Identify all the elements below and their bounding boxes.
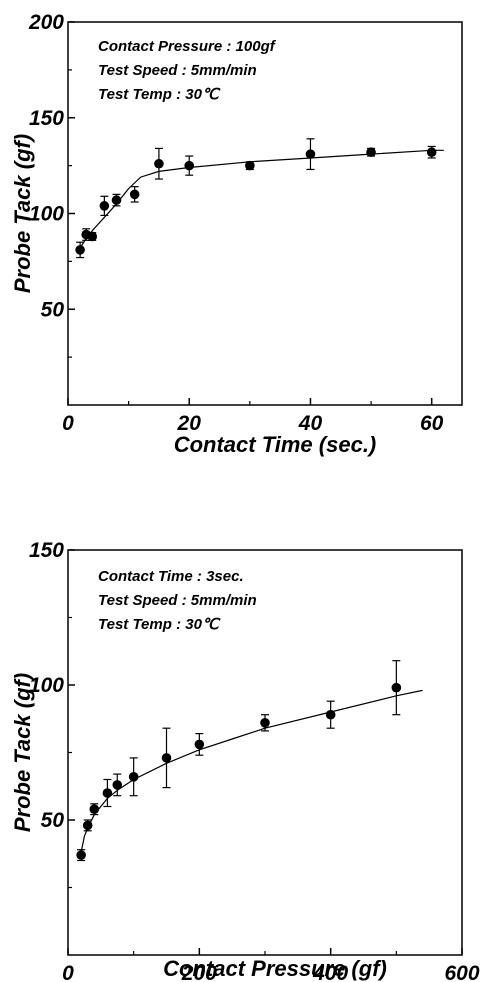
y-tick-label: 200 <box>28 11 64 34</box>
data-point <box>129 189 140 200</box>
annotation-text: Contact Time : 3sec. <box>98 568 244 585</box>
annotation-text: Test Temp : 30℃ <box>98 86 221 103</box>
data-point <box>391 682 402 693</box>
data-point <box>161 753 172 763</box>
data-point <box>111 195 122 205</box>
y-tick-label: 100 <box>29 674 64 697</box>
plot-frame <box>67 21 463 406</box>
fit-curve <box>79 149 444 249</box>
data-point <box>154 158 164 169</box>
x-tick-label: 0 <box>62 412 74 435</box>
y-axis-title: Probe Tack (gf) <box>10 134 35 293</box>
data-point <box>75 245 85 255</box>
chart-contact-pressure: 0 200 400 600 50 100 150 Contact Pressure (gf) P… <box>10 539 480 982</box>
annotation-text: Contact Pressure : 100gf <box>98 38 277 55</box>
data-point <box>245 160 255 171</box>
data-point <box>366 147 376 158</box>
data-point <box>89 804 100 814</box>
annotation-text: Test Speed : 5mm/min <box>98 592 257 609</box>
data-point <box>184 160 195 171</box>
y-tick-label: 150 <box>29 539 64 562</box>
annotation-text: Test Speed : 5mm/min <box>98 62 257 79</box>
y-axis-title: Probe Tack (gf) <box>10 673 35 832</box>
fit-curve <box>80 689 423 853</box>
x-tick-label: 40 <box>298 412 323 435</box>
chart-contact-time: 0 20 40 60 50 100 150 200 Contact Time (sec.) Pro… <box>10 11 463 457</box>
data-point <box>305 149 316 159</box>
data-point <box>82 820 93 831</box>
plot-frame <box>67 549 463 956</box>
x-tick-label: 20 <box>177 412 202 435</box>
data-point <box>325 709 336 720</box>
x-tick-label: 400 <box>312 962 348 982</box>
data-point <box>426 147 437 158</box>
data-point <box>99 201 110 211</box>
y-tick-label: 150 <box>29 107 64 130</box>
data-point <box>112 780 123 790</box>
x-tick-label: 0 <box>62 962 74 982</box>
x-axis-title: Contact Pressure (gf) <box>163 956 387 981</box>
x-tick-label: 600 <box>444 962 479 982</box>
x-tick-label: 60 <box>420 412 444 435</box>
y-tick-label: 50 <box>41 298 65 321</box>
x-axis-title: Contact Time (sec.) <box>174 432 377 457</box>
data-point <box>260 718 270 728</box>
data-point <box>128 772 139 782</box>
data-point <box>194 739 205 750</box>
y-tick-label: 100 <box>29 203 64 226</box>
data-point <box>87 231 98 242</box>
y-tick-label: 50 <box>41 809 65 832</box>
data-point <box>102 788 113 798</box>
x-tick-label: 200 <box>181 962 217 982</box>
annotation-text: Test Temp : 30℃ <box>98 616 221 633</box>
data-point <box>76 850 86 860</box>
